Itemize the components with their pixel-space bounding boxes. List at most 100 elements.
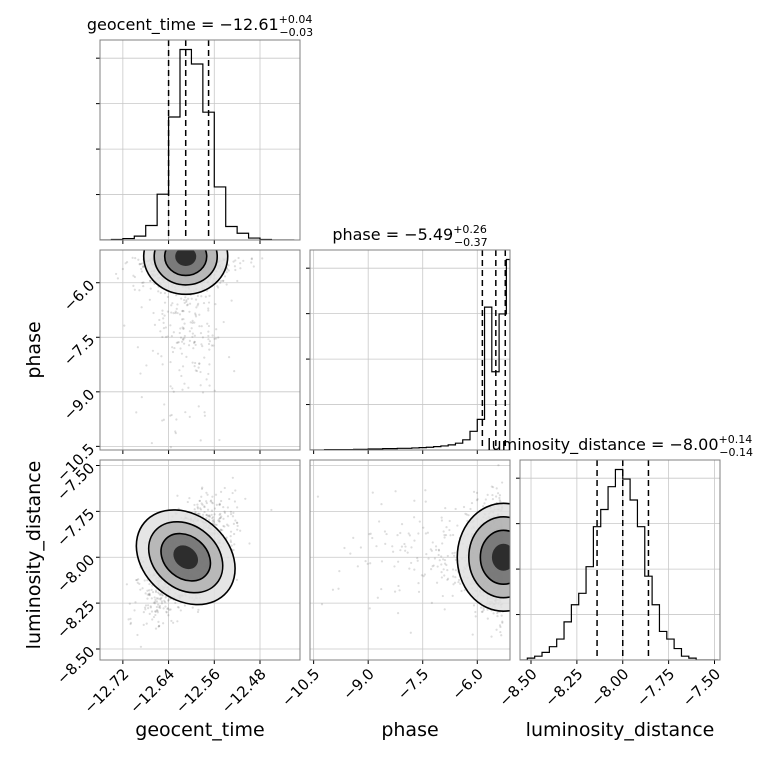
sample-point [454, 576, 457, 579]
sample-point [426, 531, 429, 534]
sample-point [134, 601, 137, 604]
sample-point [193, 340, 196, 344]
sample-point [188, 302, 192, 305]
sample-point [185, 300, 188, 303]
sample-point [127, 618, 130, 621]
sample-point [416, 559, 419, 562]
contour-line [160, 532, 212, 582]
sample-point [181, 309, 184, 312]
sample-point [452, 583, 455, 586]
sample-point [150, 441, 153, 445]
sample-point [476, 498, 479, 501]
sample-point [116, 277, 119, 280]
sample-point [187, 344, 191, 347]
sample-point [143, 606, 147, 609]
sample-point [301, 580, 303, 582]
sample-point [148, 589, 151, 592]
sample-point [501, 621, 504, 624]
sample-point [356, 565, 359, 568]
sample-point [207, 514, 211, 517]
sample-point [171, 350, 175, 354]
sample-point [148, 279, 152, 283]
sample-point [207, 330, 210, 333]
sample-point [205, 513, 208, 516]
sample-point [437, 553, 440, 557]
sample-point [392, 550, 395, 553]
sample-point [210, 344, 213, 347]
sample-point [160, 355, 163, 358]
sample-point [183, 322, 186, 325]
sample-point [443, 574, 446, 577]
tick-label-x-phase: −10.5 [278, 665, 323, 710]
sample-point [417, 582, 420, 585]
panel-geocent_time-phase [99, 249, 301, 451]
sample-point [454, 558, 457, 561]
sample-point [427, 557, 430, 560]
histogram-phase [310, 258, 510, 450]
sample-point [135, 578, 139, 582]
sample-point [138, 263, 141, 266]
sample-point [474, 615, 477, 618]
sample-point [197, 512, 200, 515]
sample-point [226, 268, 229, 271]
sample-point [212, 344, 215, 347]
scatter-phase-luminosity_distance [301, 464, 510, 638]
sample-point [201, 486, 204, 489]
sample-point [181, 326, 184, 329]
sample-point [442, 558, 445, 561]
sample-point [196, 294, 199, 298]
sample-point [205, 517, 208, 520]
sample-point [413, 499, 416, 502]
sample-point [498, 499, 501, 502]
sample-point [201, 391, 205, 394]
sample-point [153, 596, 156, 599]
sample-point [198, 325, 201, 328]
sample-point [179, 609, 182, 612]
sample-point [484, 498, 487, 501]
tick-label-y-phase: −9.0 [60, 385, 98, 423]
sample-point [440, 571, 443, 574]
sample-point [451, 552, 454, 555]
sample-point [141, 265, 144, 268]
sample-point [172, 621, 175, 624]
sample-point [163, 599, 166, 602]
sample-point [337, 587, 340, 590]
tick-label-y-phase: −7.5 [60, 331, 98, 369]
sample-point [199, 332, 203, 335]
sample-point [349, 552, 352, 555]
sample-point [158, 606, 161, 609]
sample-point [495, 628, 498, 631]
sample-point [148, 592, 151, 596]
sample-point [206, 508, 210, 511]
sample-point [380, 560, 384, 563]
sample-point [146, 579, 149, 582]
sample-point [454, 507, 457, 511]
sample-point [219, 490, 223, 493]
sample-point [420, 574, 424, 577]
sample-point [208, 363, 211, 366]
sample-point [208, 515, 211, 518]
sample-point [451, 594, 454, 597]
sample-point [154, 589, 158, 592]
sample-point [234, 519, 237, 522]
sample-point [211, 520, 214, 523]
sample-point [180, 318, 184, 321]
sample-point [197, 405, 200, 408]
sample-point [157, 625, 160, 628]
sample-point [164, 326, 167, 329]
sample-point [404, 545, 407, 548]
sample-point [190, 327, 193, 330]
sample-point [182, 327, 185, 330]
sample-point [208, 340, 212, 343]
sample-point [159, 598, 162, 601]
sample-point [205, 378, 208, 381]
sample-point [210, 513, 213, 516]
tick-label-x-phase: −9.0 [339, 665, 377, 703]
sample-point [183, 298, 186, 302]
sample-point [207, 324, 211, 328]
sample-point [172, 312, 175, 315]
sample-point [475, 499, 479, 502]
sample-point [460, 589, 463, 593]
sample-point [430, 568, 433, 571]
sample-point [424, 489, 427, 492]
